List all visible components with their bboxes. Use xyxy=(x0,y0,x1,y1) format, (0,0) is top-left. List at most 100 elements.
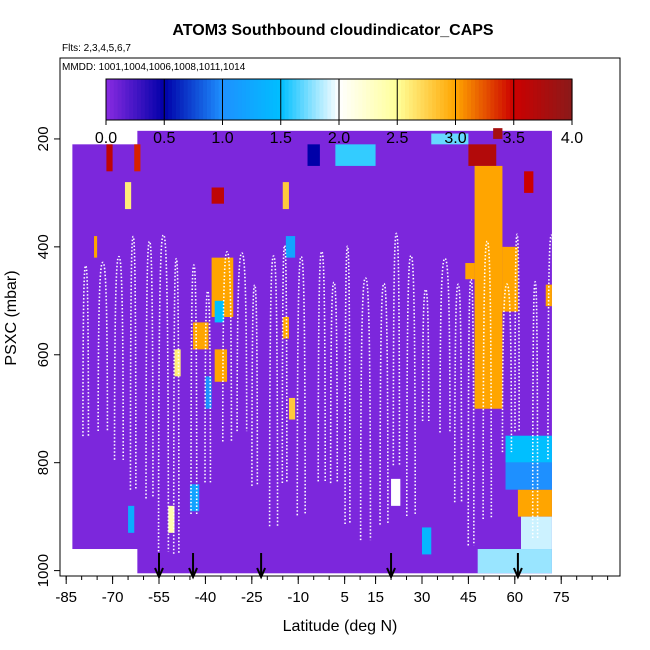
profile-curve-1 xyxy=(97,261,109,431)
profile-curve-2 xyxy=(113,255,125,460)
colorbar-segment-112 xyxy=(540,79,546,120)
colorbar-tick-label-2: 1.0 xyxy=(211,130,233,147)
colorbar-segment-41 xyxy=(265,79,270,120)
profile-curve-20 xyxy=(392,232,401,466)
heatmap-cell-28 xyxy=(465,263,475,280)
colorbar-tick-label-5: 2.5 xyxy=(386,130,408,147)
colorbar-segment-84 xyxy=(432,79,437,120)
heatmap-cell-36 xyxy=(545,284,552,307)
profile-curve-15 xyxy=(317,250,327,482)
colorbar-segment-17 xyxy=(172,79,177,120)
colorbar-segment-62 xyxy=(346,79,352,120)
profile-curve-6 xyxy=(172,257,180,554)
colorbar-segment-101 xyxy=(498,79,503,120)
x-tick-label-10: 60 xyxy=(506,589,523,606)
colorbar-segment-82 xyxy=(424,79,429,120)
y-tick-label-2: 600 xyxy=(35,342,52,367)
colorbar-segment-93 xyxy=(467,79,472,120)
colorbar-segment-100 xyxy=(494,79,499,120)
y-tick-label-0: 200 xyxy=(35,126,52,151)
colorbar-segment-74 xyxy=(393,79,398,120)
colorbar-segment-69 xyxy=(373,79,379,120)
colorbar-segment-0 xyxy=(106,79,111,120)
colorbar-segment-108 xyxy=(525,79,530,120)
colorbar-segment-90 xyxy=(455,79,460,120)
colorbar-segment-42 xyxy=(269,79,274,120)
heatmap-cell-33 xyxy=(505,462,552,490)
colorbar-segment-30 xyxy=(222,79,227,120)
colorbar-segment-10 xyxy=(144,79,150,120)
colorbar-segment-92 xyxy=(463,79,468,120)
colorbar-tick-label-3: 1.5 xyxy=(270,130,292,147)
colorbar-tick-label-8: 4.0 xyxy=(561,130,583,147)
colorbar-segment-76 xyxy=(401,79,406,120)
profile-curve-29 xyxy=(531,281,539,539)
heatmap-cell-13 xyxy=(189,484,200,512)
heatmap-cell-20 xyxy=(307,144,320,166)
colorbar-segment-55 xyxy=(319,79,325,120)
x-tick-label-6: 5 xyxy=(340,589,348,606)
profile-curve-26 xyxy=(482,240,493,519)
colorbar-segment-67 xyxy=(366,79,371,120)
colorbar-segment-118 xyxy=(564,79,569,120)
colorbar-segment-48 xyxy=(292,79,297,120)
colorbar-segment-114 xyxy=(548,79,554,120)
heatmap-cell-24 xyxy=(431,133,469,145)
x-tick-label-5: -10 xyxy=(287,589,309,606)
colorbar-segment-105 xyxy=(513,79,519,120)
profile-curve-30 xyxy=(547,234,556,460)
x-axis-title: Latitude (deg N) xyxy=(283,618,398,635)
colorbar-segment-38 xyxy=(253,79,259,120)
heatmap-cell-21 xyxy=(335,144,376,166)
heatmap-cell-32 xyxy=(505,435,552,463)
colorbar-segment-54 xyxy=(315,79,321,120)
heatmap-cell-12 xyxy=(214,300,224,323)
profile-curve-17 xyxy=(344,245,351,525)
colorbar-segment-56 xyxy=(323,79,328,120)
profile-curve-8 xyxy=(204,290,212,483)
colorbar-segment-75 xyxy=(397,79,402,120)
heatmap-cell-3 xyxy=(134,144,141,172)
x-tick-label-8: 30 xyxy=(414,589,431,606)
colorbar-segment-14 xyxy=(160,79,165,120)
flights-label: Flts: 2,3,4,5,6,7 xyxy=(62,43,131,54)
heatmap-cell-14 xyxy=(168,505,175,533)
profile-curve-14 xyxy=(296,255,306,516)
x-tick-label-2: -55 xyxy=(148,589,170,606)
colorbar-segment-94 xyxy=(471,79,476,120)
colorbar-segment-64 xyxy=(354,79,360,120)
y-axis-title: PSXC (mbar) xyxy=(3,270,20,365)
profile-curve-19 xyxy=(379,282,389,525)
colorbar-segment-22 xyxy=(191,79,196,120)
colorbar-segment-78 xyxy=(408,79,414,120)
colorbar-segment-44 xyxy=(276,79,282,120)
heatmap-cell-4 xyxy=(94,236,98,258)
colorbar-segment-53 xyxy=(311,79,317,120)
chart-title: ATOM3 Southbound cloudindicator_CAPS xyxy=(172,22,494,39)
colorbar-segment-98 xyxy=(486,79,492,120)
colorbar-segment-21 xyxy=(187,79,193,120)
heatmap-cell-9 xyxy=(211,187,224,204)
profile-markers xyxy=(154,553,523,580)
colorbar-segment-86 xyxy=(439,79,445,120)
colorbar-segment-28 xyxy=(214,79,220,120)
colorbar-segment-91 xyxy=(459,79,464,120)
colorbar-segment-3 xyxy=(117,79,123,120)
colorbar-segment-45 xyxy=(280,79,286,120)
colorbar-segment-39 xyxy=(257,79,262,120)
colorbar-segment-115 xyxy=(552,79,558,120)
heatmap-cell-27 xyxy=(474,165,503,409)
colorbar-segment-15 xyxy=(164,79,169,120)
x-tick-label-11: 75 xyxy=(553,589,570,606)
x-tick-label-4: -25 xyxy=(241,589,263,606)
colorbar-segment-104 xyxy=(509,79,515,120)
y-axis: 200 400 600 800 1000 xyxy=(35,126,60,587)
colorbar-segment-47 xyxy=(288,79,293,120)
colorbar-segment-89 xyxy=(451,79,457,120)
colorbar-segment-72 xyxy=(385,79,391,120)
colorbar-segment-8 xyxy=(137,79,142,120)
colorbar-segment-57 xyxy=(327,79,332,120)
colorbar-segment-12 xyxy=(152,79,158,120)
heatmap-cell-26 xyxy=(493,128,503,139)
colorbar-segment-71 xyxy=(381,79,387,120)
